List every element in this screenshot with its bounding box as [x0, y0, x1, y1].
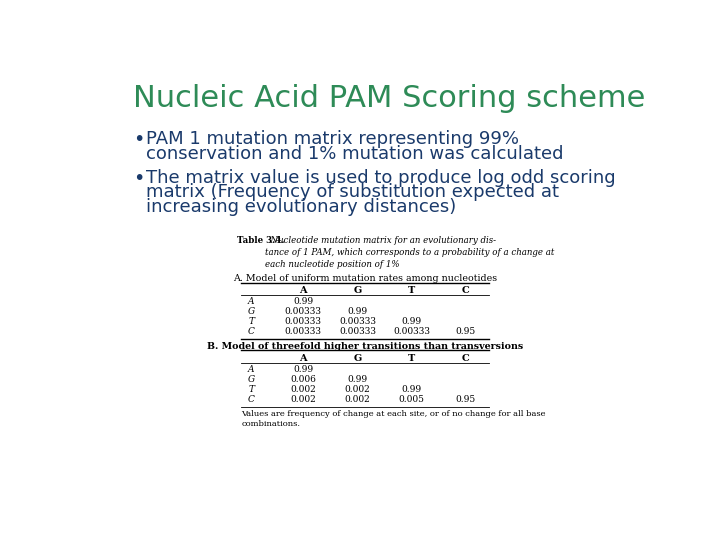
- Text: 0.99: 0.99: [402, 318, 422, 326]
- Text: 0.002: 0.002: [344, 395, 370, 404]
- Text: 0.00333: 0.00333: [284, 307, 322, 316]
- Text: B. Model of threefold higher transitions than transversions: B. Model of threefold higher transitions…: [207, 342, 523, 351]
- Text: C: C: [248, 395, 255, 404]
- Text: 0.99: 0.99: [347, 307, 367, 316]
- Text: 0.99: 0.99: [402, 385, 422, 394]
- Text: 0.005: 0.005: [399, 395, 425, 404]
- Text: Values are frequency of change at each site, or of no change for all base
combin: Values are frequency of change at each s…: [241, 410, 546, 428]
- Text: C: C: [462, 354, 469, 362]
- Text: C: C: [248, 327, 255, 336]
- Text: •: •: [132, 168, 144, 188]
- Text: A: A: [248, 298, 254, 306]
- Text: 0.006: 0.006: [290, 375, 316, 384]
- Text: C: C: [462, 286, 469, 295]
- Text: 0.00333: 0.00333: [393, 327, 430, 336]
- Text: 0.00333: 0.00333: [284, 327, 322, 336]
- Text: 0.002: 0.002: [290, 385, 316, 394]
- Text: 0.95: 0.95: [456, 395, 476, 404]
- Text: 0.00333: 0.00333: [284, 318, 322, 326]
- Text: G: G: [354, 354, 361, 362]
- Text: increasing evolutionary distances): increasing evolutionary distances): [145, 198, 456, 216]
- Text: 0.00333: 0.00333: [339, 327, 376, 336]
- Text: conservation and 1% mutation was calculated: conservation and 1% mutation was calcula…: [145, 145, 563, 163]
- Text: T: T: [408, 286, 415, 295]
- Text: matrix (Frequency of substitution expected at: matrix (Frequency of substitution expect…: [145, 184, 559, 201]
- Text: G: G: [248, 307, 255, 316]
- Text: T: T: [248, 318, 254, 326]
- Text: 0.00333: 0.00333: [339, 318, 376, 326]
- Text: 0.95: 0.95: [456, 327, 476, 336]
- Text: G: G: [354, 286, 361, 295]
- Text: Table 3.4.: Table 3.4.: [238, 236, 284, 245]
- Text: •: •: [132, 130, 144, 149]
- Text: T: T: [408, 354, 415, 362]
- Text: 0.99: 0.99: [293, 298, 313, 306]
- Text: A: A: [300, 286, 307, 295]
- Text: A. Model of uniform mutation rates among nucleotides: A. Model of uniform mutation rates among…: [233, 274, 498, 284]
- Text: 0.99: 0.99: [347, 375, 367, 384]
- Text: A: A: [300, 354, 307, 362]
- Text: The matrix value is used to produce log odd scoring: The matrix value is used to produce log …: [145, 168, 616, 187]
- Text: 0.002: 0.002: [344, 385, 370, 394]
- Text: 0.99: 0.99: [293, 365, 313, 374]
- Text: Nucleic Acid PAM Scoring scheme: Nucleic Acid PAM Scoring scheme: [132, 84, 645, 113]
- Text: T: T: [248, 385, 254, 394]
- Text: A: A: [248, 365, 254, 374]
- Text: 0.002: 0.002: [290, 395, 316, 404]
- Text: Nucleotide mutation matrix for an evolutionary dis-
tance of 1 PAM, which corres: Nucleotide mutation matrix for an evolut…: [265, 236, 554, 269]
- Text: PAM 1 mutation matrix representing 99%: PAM 1 mutation matrix representing 99%: [145, 130, 519, 148]
- Text: G: G: [248, 375, 255, 384]
